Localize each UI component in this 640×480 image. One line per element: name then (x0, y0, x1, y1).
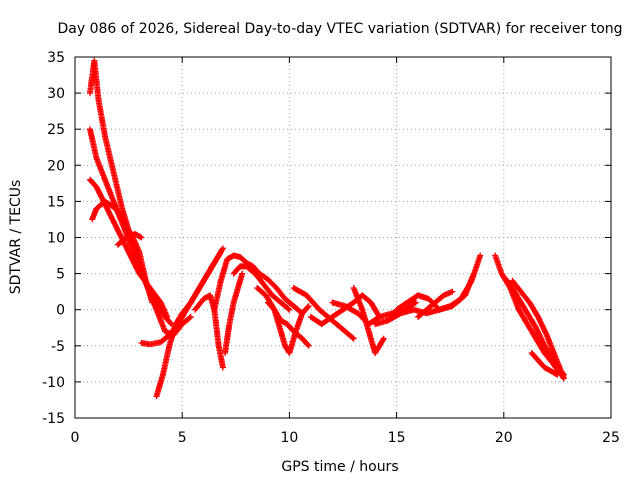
y-tick-label: 25 (47, 122, 65, 138)
series-sat-s (393, 252, 484, 313)
x-tick-label: 25 (602, 430, 620, 446)
y-tick-label: 15 (47, 194, 65, 210)
y-tick-label: -15 (42, 411, 65, 427)
series-markers (192, 292, 226, 371)
axis-ticks: 0 5 10 15 20 25 -15 -10 -5 0 5 10 15 20 25 30 35 (42, 50, 620, 446)
series-sat-i (211, 252, 306, 317)
series-markers (350, 285, 387, 356)
x-tick-label: 0 (71, 430, 80, 446)
y-tick-label: 0 (56, 303, 65, 319)
series-markers (415, 288, 456, 320)
series-markers (230, 263, 293, 313)
series-markers (114, 230, 145, 248)
chart-title: Day 086 of 2026, Sidereal Day-to-day VTE… (57, 21, 622, 37)
series-sat-m (265, 299, 312, 349)
series-sat-d (89, 198, 156, 306)
data-points (87, 57, 567, 400)
series-sat-w (509, 277, 567, 382)
x-axis-label: GPS time / hours (281, 459, 398, 475)
y-tick-label: 10 (47, 231, 65, 247)
series-markers (290, 285, 357, 342)
series-markers (528, 350, 561, 378)
y-tick-label: -5 (51, 339, 65, 355)
x-tick-label: 5 (178, 430, 187, 446)
y-tick-label: 35 (47, 50, 65, 66)
y-axis-label: SDTVAR / TECUs (8, 180, 24, 295)
series-markers (89, 198, 156, 306)
series-markers (509, 277, 567, 382)
y-tick-label: 20 (47, 158, 65, 174)
x-tick-label: 20 (495, 430, 513, 446)
x-tick-label: 15 (388, 430, 406, 446)
series-markers (211, 252, 306, 317)
series-sat-g (153, 245, 226, 400)
series-markers (153, 245, 226, 400)
series-sat-n (290, 285, 357, 342)
series-sat-k (230, 263, 293, 313)
y-tick-label: 30 (47, 86, 65, 102)
series-sat-x (528, 350, 561, 378)
series-sat-j (222, 270, 246, 356)
series-markers (222, 270, 246, 356)
x-tick-label: 10 (280, 430, 298, 446)
y-tick-label: 5 (56, 267, 65, 283)
plot-frame (74, 56, 612, 419)
series-sat-q (350, 285, 387, 356)
series-markers (393, 252, 484, 313)
series-markers (265, 299, 312, 349)
y-tick-label: -10 (42, 375, 65, 391)
series-sat-t (415, 288, 456, 320)
series-sat-e (114, 230, 145, 248)
series-sat-h (192, 292, 226, 371)
